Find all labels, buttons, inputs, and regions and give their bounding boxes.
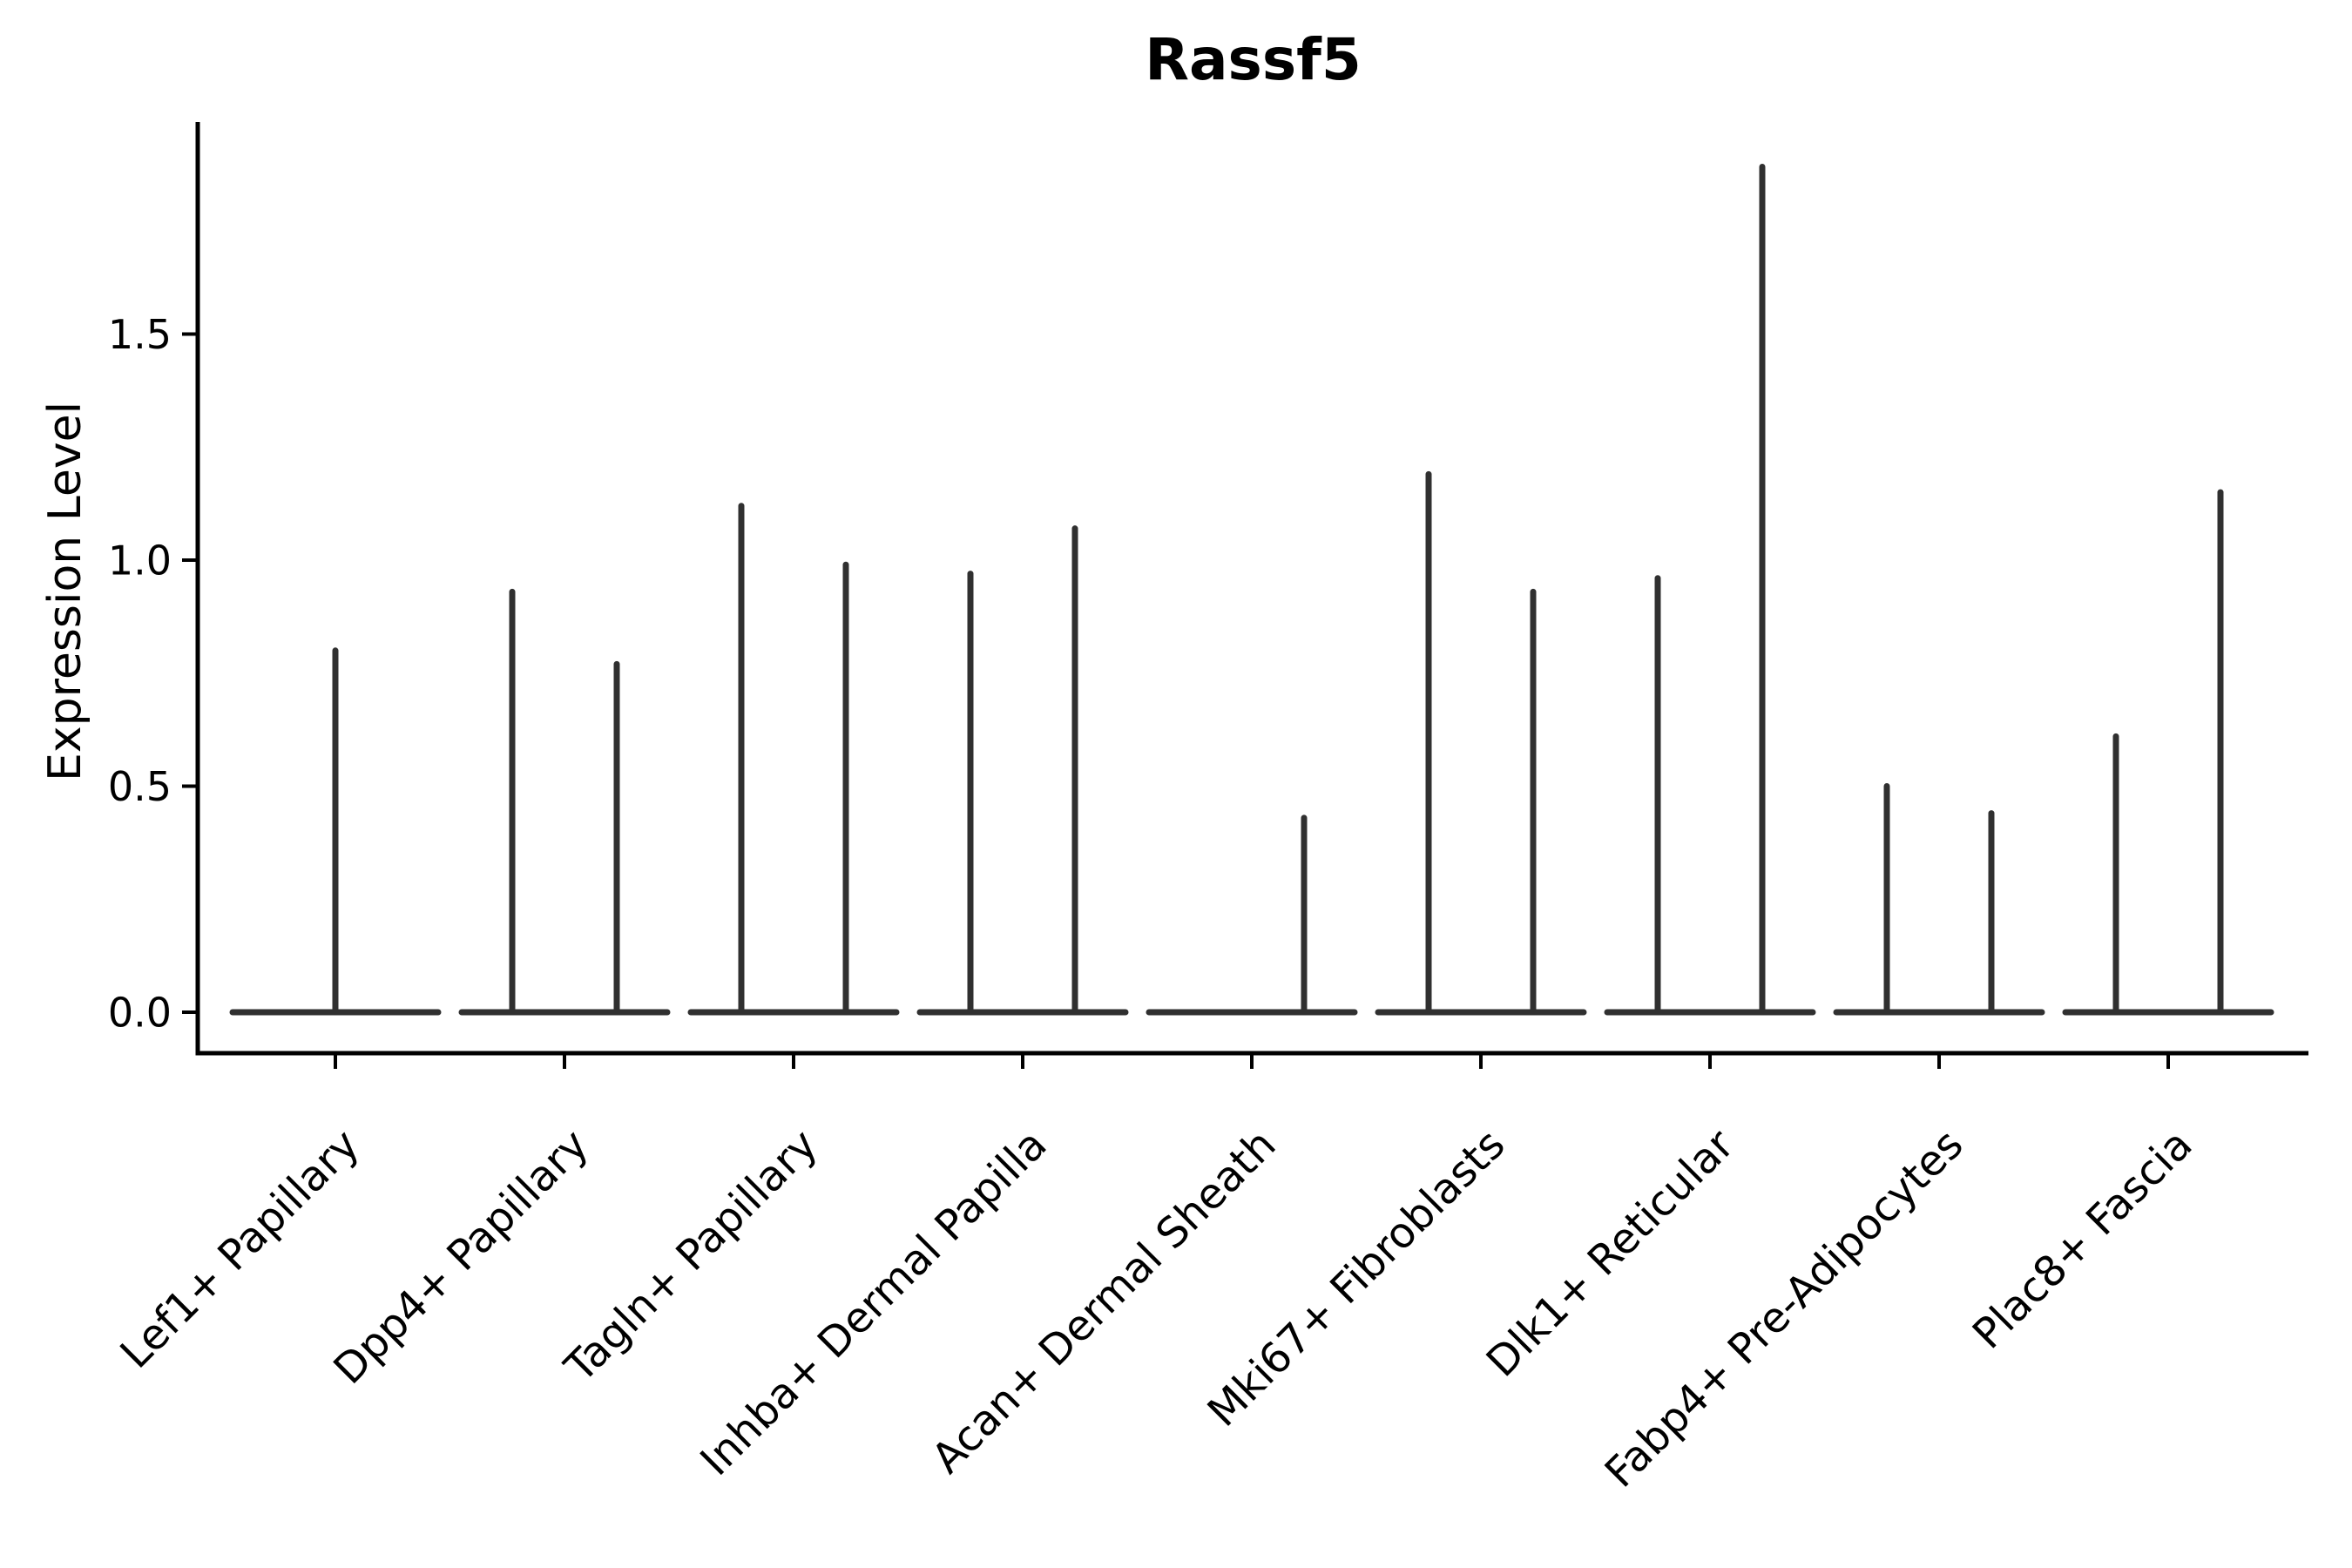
y-tick-label: 0.5 (108, 763, 172, 810)
x-tick-label: Dpp4+ Papillary (324, 1120, 598, 1394)
y-tick-label: 0.0 (108, 990, 172, 1037)
x-tick-label: Plac8+ Fascia (1963, 1120, 2202, 1359)
y-tick-label: 1.5 (108, 311, 172, 358)
y-tick-label: 1.0 (108, 537, 172, 585)
x-tick-label: Lef1+ Papillary (112, 1120, 369, 1378)
chart-title: Rassf5 (1145, 26, 1362, 93)
x-tick-label: Dlk1+ Reticular (1477, 1120, 1744, 1387)
x-tick-label: Tagln+ Papillary (555, 1120, 827, 1392)
